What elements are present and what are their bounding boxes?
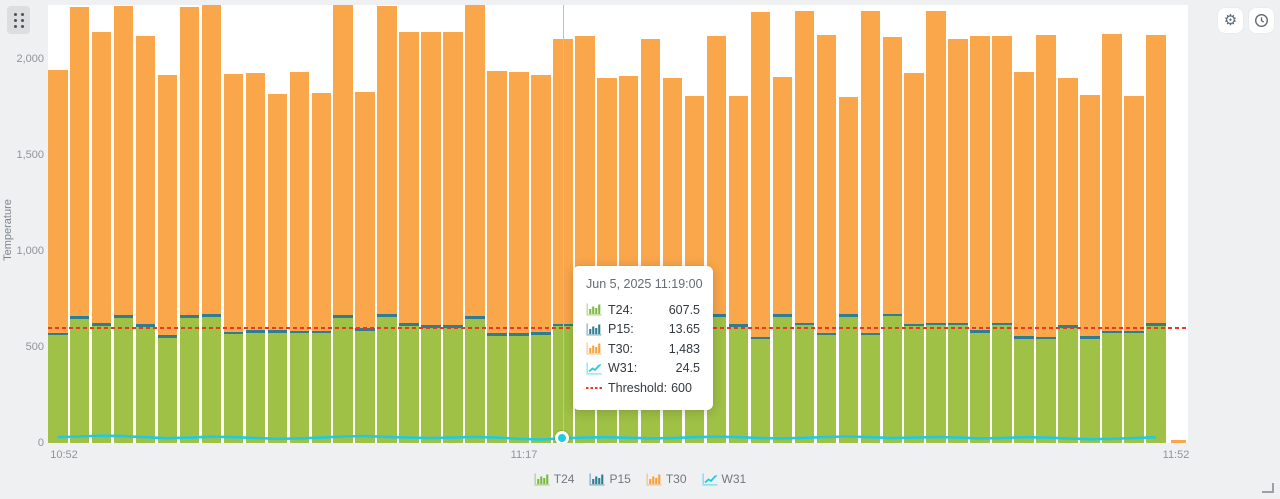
bar-chart-icon — [586, 342, 602, 355]
dashed-line-icon — [586, 387, 602, 390]
bar[interactable] — [135, 36, 156, 443]
bar[interactable] — [421, 32, 441, 443]
resize-handle-icon[interactable] — [1262, 483, 1274, 493]
bar[interactable] — [531, 74, 551, 443]
y-axis-label: Temperature — [2, 199, 14, 261]
tooltip-row: Threshold: 600 — [586, 378, 700, 398]
tooltip-row: T24: 607.5 — [586, 300, 700, 320]
bar[interactable] — [970, 36, 990, 443]
bar-chart-icon — [586, 303, 602, 316]
clock-icon — [1255, 14, 1268, 27]
tooltip-series-value: 13.65 — [668, 322, 700, 337]
x-tick-label: 11:52 — [1162, 449, 1190, 461]
bar[interactable] — [860, 10, 881, 443]
time-window-button[interactable] — [1249, 8, 1274, 33]
bar-chart-icon — [534, 473, 550, 486]
tooltip-series-label: Threshold: — [608, 380, 668, 395]
bar[interactable] — [926, 10, 946, 443]
line-chart-icon — [586, 362, 602, 375]
settings-button[interactable]: ⚙ — [1218, 8, 1243, 33]
legend-label: T30 — [665, 472, 687, 486]
bar-chart-icon — [589, 473, 605, 486]
tooltip-series-label: T30: — [608, 341, 634, 356]
bar[interactable] — [69, 6, 90, 443]
bar[interactable] — [487, 71, 507, 443]
bar[interactable] — [223, 74, 244, 443]
bar[interactable] — [1146, 35, 1166, 443]
y-tick-label: 1,000 — [16, 244, 44, 257]
bar[interactable] — [1036, 35, 1056, 443]
bar[interactable] — [838, 97, 859, 443]
legend-label: T24 — [553, 472, 575, 486]
tooltip-series-value: 1,483 — [668, 341, 700, 356]
bar[interactable] — [465, 5, 485, 443]
bar[interactable] — [113, 5, 134, 443]
tooltip-series-value: 24.5 — [675, 361, 700, 376]
bar[interactable] — [992, 36, 1012, 443]
tooltip-series-label: W31: — [608, 361, 638, 376]
y-tick-label: 1,500 — [16, 148, 44, 161]
bar[interactable] — [377, 5, 397, 443]
x-tick-label: 11:17 — [510, 449, 538, 461]
tooltip-row: T30: 1,483 — [586, 339, 700, 359]
drag-handle-dots-icon — [13, 12, 24, 28]
bar[interactable] — [772, 76, 793, 443]
bar[interactable] — [245, 72, 266, 443]
legend-label: P15 — [609, 472, 631, 486]
bar[interactable] — [750, 11, 771, 443]
bar[interactable] — [816, 34, 837, 443]
y-tick-label: 2,000 — [16, 52, 44, 65]
tooltip-row: W31: 24.5 — [586, 359, 700, 379]
hovered-point-marker — [555, 430, 570, 443]
tooltip-timestamp: Jun 5, 2025 11:19:00 — [586, 277, 703, 291]
bar[interactable] — [904, 73, 924, 443]
bar[interactable] — [267, 94, 288, 443]
legend-item-t30[interactable]: T30 — [646, 472, 687, 486]
bar[interactable] — [333, 5, 353, 443]
bar[interactable] — [157, 74, 178, 443]
partial-bar — [1171, 440, 1186, 443]
bar[interactable] — [728, 96, 749, 443]
bar[interactable] — [1124, 96, 1144, 443]
legend-item-t24[interactable]: T24 — [534, 472, 575, 486]
gear-icon: ⚙ — [1223, 12, 1238, 29]
legend-item-p15[interactable]: P15 — [589, 472, 631, 486]
bar-chart-icon — [646, 473, 662, 486]
bar[interactable] — [443, 32, 463, 443]
legend: T24 P15 T30 W31 — [0, 472, 1280, 486]
bar[interactable] — [201, 5, 222, 443]
bar-chart-icon — [586, 323, 602, 336]
tooltip-series-value: 607.5 — [668, 302, 700, 317]
y-tick-label: 500 — [25, 340, 44, 353]
bar[interactable] — [179, 6, 200, 443]
bar[interactable] — [355, 92, 375, 443]
bar[interactable] — [509, 71, 529, 443]
legend-item-w31[interactable]: W31 — [701, 472, 747, 486]
bar[interactable] — [399, 32, 419, 443]
bar[interactable] — [948, 39, 968, 443]
y-tick-label: 0 — [37, 437, 44, 449]
tooltip-series-label: P15: — [608, 322, 634, 337]
tooltip: Jun 5, 2025 11:19:00 T24: 607.5 P15: 13.65 T… — [573, 266, 713, 410]
bar[interactable] — [48, 69, 68, 443]
bar[interactable] — [794, 10, 815, 443]
bar[interactable] — [1014, 71, 1034, 443]
bar[interactable] — [882, 36, 902, 443]
bar[interactable] — [91, 32, 112, 443]
legend-label: W31 — [721, 472, 747, 486]
tooltip-row: P15: 13.65 — [586, 320, 700, 340]
x-tick-label: 10:52 — [50, 449, 78, 461]
bar[interactable] — [1080, 95, 1100, 443]
tooltip-series-value: 600 — [671, 380, 692, 395]
bar[interactable] — [289, 71, 310, 443]
bar[interactable] — [311, 92, 332, 443]
widget-toolbar: ⚙ — [1218, 8, 1274, 33]
line-chart-icon — [701, 473, 718, 486]
drag-handle[interactable] — [7, 6, 30, 34]
hover-crosshair — [562, 5, 565, 443]
tooltip-series-label: T24: — [608, 302, 634, 317]
bar[interactable] — [1102, 34, 1122, 443]
bar[interactable] — [1058, 77, 1078, 443]
